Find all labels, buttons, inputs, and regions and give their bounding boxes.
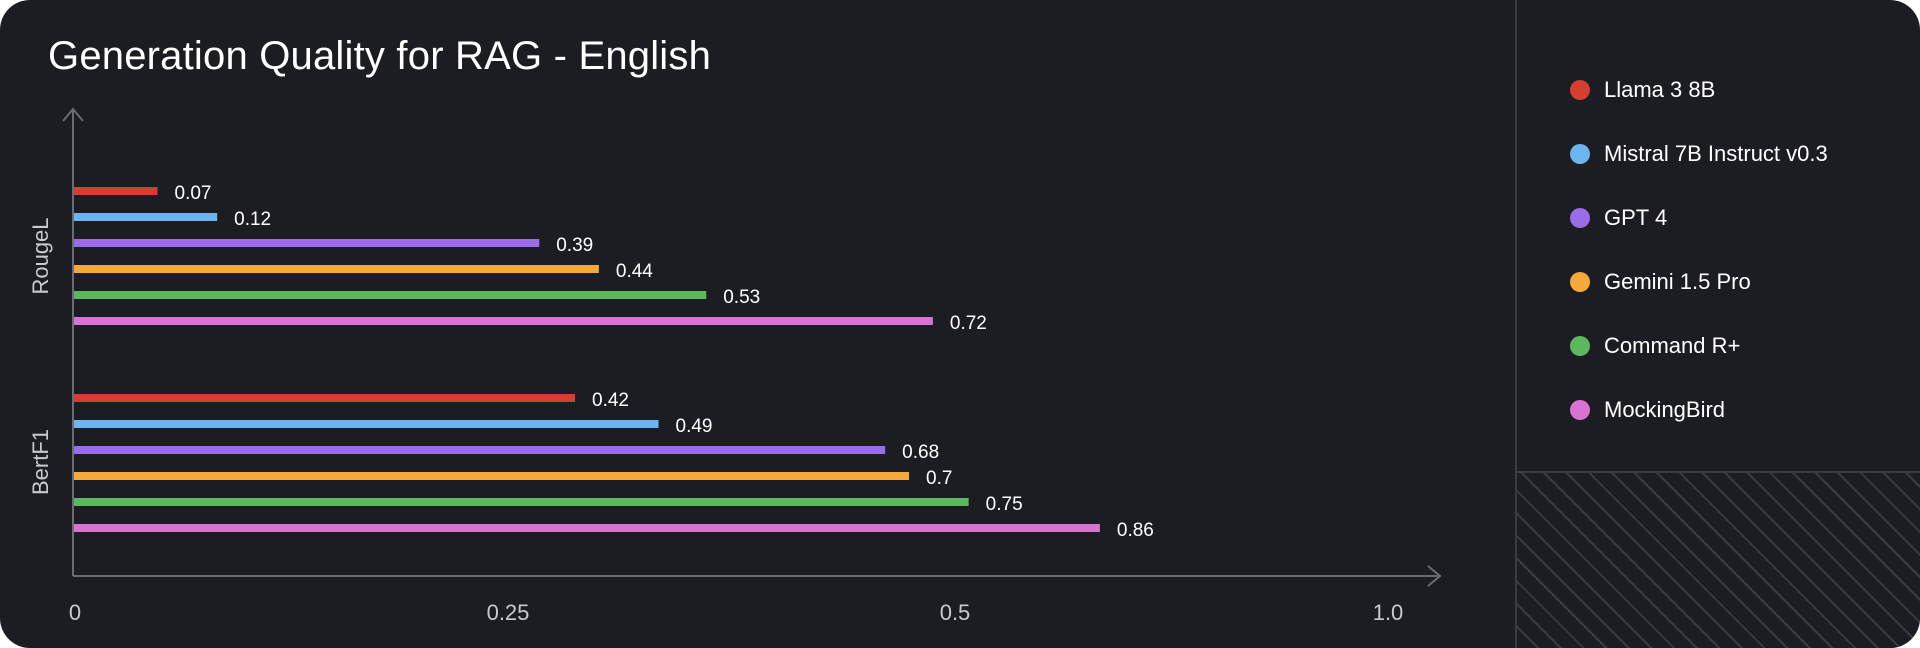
legend-swatch [1570,208,1590,228]
bar [74,317,933,325]
legend-item: Gemini 1.5 Pro [1570,250,1828,314]
legend-label: Llama 3 8B [1604,77,1716,102]
legend-swatch [1570,80,1590,100]
data-label: 0.68 [902,442,939,463]
data-label: 0.44 [616,261,653,282]
x-tick-label: 0.5 [940,600,971,625]
bar [74,239,540,247]
x-axis-arrow [1427,565,1442,587]
data-label: 0.49 [676,416,713,437]
data-label: 0.07 [175,183,212,204]
data-label: 0.86 [1117,520,1154,541]
bar [74,472,910,480]
data-label: 0.72 [950,313,987,334]
data-label: 0.75 [986,494,1023,515]
chart-title: Generation Quality for RAG - English [48,34,712,78]
bar [74,420,659,428]
legend-swatch [1570,144,1590,164]
data-label: 0.53 [723,287,760,308]
hatch-pattern [1517,473,1920,648]
legend-label: Mistral 7B Instruct v0.3 [1604,141,1828,166]
chart-legend: Llama 3 8B Mistral 7B Instruct v0.3 GPT 4 G… [1570,58,1828,442]
x-tick-label: 0.25 [487,600,530,625]
legend-label: Gemini 1.5 Pro [1604,269,1751,294]
panel-divider-horizontal [1516,471,1920,473]
bar [74,446,886,454]
legend-item: MockingBird [1570,378,1828,442]
bar [74,265,599,273]
legend-item: Mistral 7B Instruct v0.3 [1570,122,1828,186]
bar [74,524,1100,532]
legend-item: GPT 4 [1570,186,1828,250]
legend-label: Command R+ [1604,333,1741,358]
data-label: 0.7 [926,468,952,489]
x-tick-label: 0 [69,600,81,625]
bar [74,187,158,195]
legend-item: Command R+ [1570,314,1828,378]
legend-label: GPT 4 [1604,205,1668,230]
y-axis-arrow [62,107,84,122]
bar-chart: 0 0.25 0.5 1.0 RougeL 0.07 0.12 0.39 0.44 0.53 0.7… [28,107,1442,625]
bar [74,498,969,506]
legend-swatch [1570,336,1590,356]
data-label: 0.39 [556,235,593,256]
data-label: 0.42 [592,390,629,411]
y-category-label: RougeL [28,217,53,294]
legend-item: Llama 3 8B [1570,58,1828,122]
x-tick-label: 1.0 [1373,600,1404,625]
bar [74,394,576,402]
legend-label: MockingBird [1604,397,1726,422]
panel-divider-vertical [1515,0,1517,648]
legend-swatch [1570,400,1590,420]
bar [74,291,707,299]
y-category-label: BertF1 [28,429,53,495]
data-label: 0.12 [234,209,271,230]
bar [74,213,218,221]
legend-swatch [1570,272,1590,292]
